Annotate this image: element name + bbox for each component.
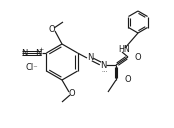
- Text: HN: HN: [118, 45, 130, 55]
- Text: +: +: [38, 47, 44, 52]
- Text: N: N: [87, 54, 93, 62]
- Text: O: O: [125, 76, 131, 84]
- Text: O: O: [135, 52, 141, 61]
- Text: O: O: [49, 25, 55, 35]
- Text: N: N: [35, 49, 42, 57]
- Text: O: O: [69, 88, 75, 98]
- Text: N: N: [21, 49, 28, 57]
- Text: ⋯: ⋯: [101, 68, 107, 73]
- Text: Cl⁻: Cl⁻: [25, 62, 38, 72]
- Text: N: N: [100, 61, 106, 70]
